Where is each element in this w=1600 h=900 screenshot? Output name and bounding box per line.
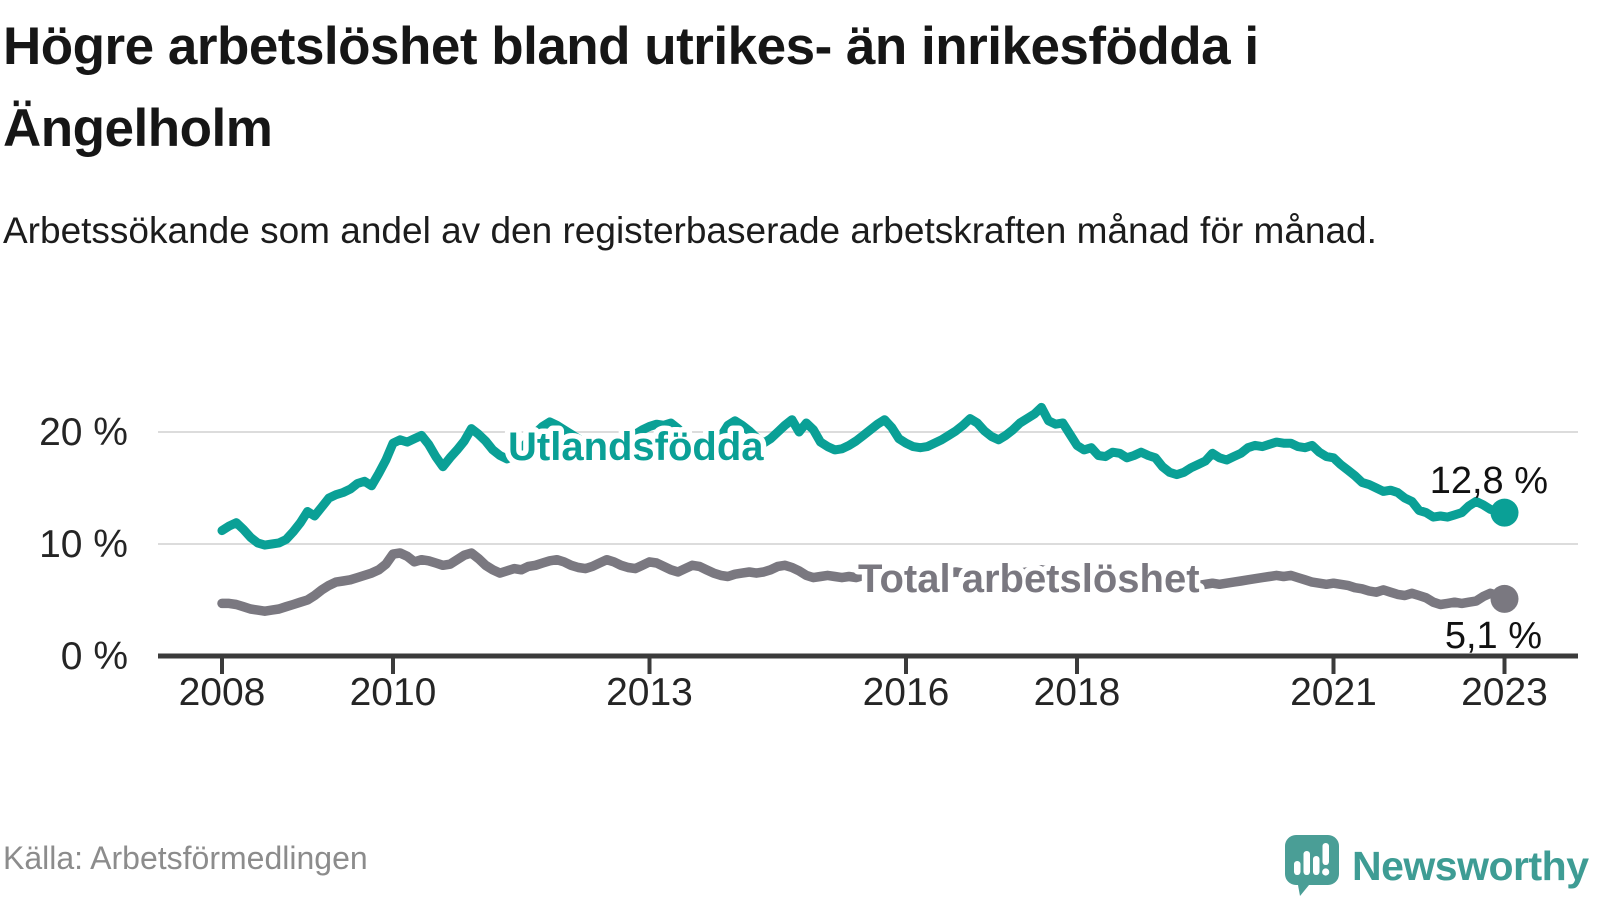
logo-exclamation-dot <box>1322 868 1330 876</box>
x-tick-label: 2021 <box>1290 671 1377 714</box>
endpoint-dot <box>1490 584 1519 613</box>
newsworthy-logo: Newsworthy <box>1283 834 1600 898</box>
chart-subtitle: Arbetssökande som andel av den registerb… <box>3 210 1377 251</box>
x-tick-label: 2018 <box>1034 671 1121 714</box>
logo-exclamation-bar <box>1322 843 1329 865</box>
source-note: Källa: Arbetsförmedlingen <box>3 840 368 876</box>
series-line-utlandsfodda <box>217 402 1509 550</box>
endpoint-value-label: 5,1 % <box>1445 615 1542 657</box>
y-tick-label: 20 % <box>39 411 128 454</box>
logo-bar-3 <box>1313 856 1320 875</box>
endpoint-value-label: 12,8 % <box>1430 460 1548 502</box>
series-label-total: Total arbetslöshet <box>858 557 1200 601</box>
y-tick-label: 10 % <box>39 523 128 566</box>
endpoint-dot <box>1490 498 1519 527</box>
x-tick-label: 2008 <box>179 671 266 714</box>
newsworthy-wordmark: Newsworthy <box>1352 842 1589 889</box>
page-title: Högre arbetslöshet bland utrikes- än inr… <box>3 17 1259 159</box>
y-tick-label: 0 % <box>61 635 128 678</box>
series-label-utlandsfodda: Utlandsfödda <box>508 425 764 469</box>
x-tick-label: 2013 <box>606 671 693 714</box>
x-tick-label: 2010 <box>350 671 437 714</box>
logo-bar-1 <box>1294 861 1301 875</box>
speech-bubble-shape <box>1285 835 1339 896</box>
series-line-total <box>217 548 1510 616</box>
logo-bar-2 <box>1303 851 1310 875</box>
x-tick-label: 2016 <box>863 671 950 714</box>
newsworthy-logo-icon <box>1285 835 1339 896</box>
x-tick-label: 2023 <box>1461 671 1548 714</box>
